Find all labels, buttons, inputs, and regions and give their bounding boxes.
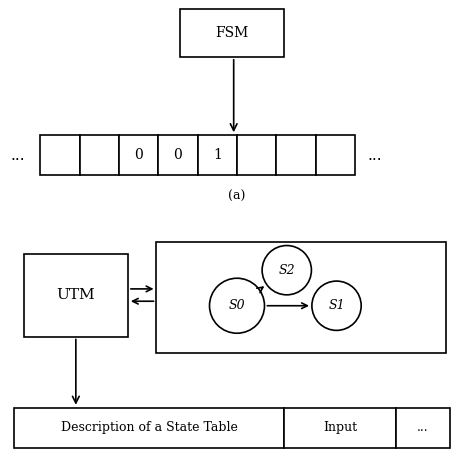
Text: 0: 0 [134,148,143,162]
Bar [119,135,158,175]
Bar [24,254,128,337]
Text: FSM: FSM [216,26,249,40]
Bar [14,408,284,448]
Bar [276,135,316,175]
Bar [198,135,237,175]
Bar [284,408,396,448]
Text: ...: ... [417,421,429,434]
Bar [80,135,119,175]
Bar [158,135,198,175]
Text: S2: S2 [278,264,295,277]
Bar [316,135,355,175]
Text: Input: Input [323,421,357,434]
Text: ...: ... [11,148,25,163]
Bar [237,135,276,175]
Bar [180,9,284,57]
Bar [40,135,80,175]
Circle shape [210,278,264,333]
Bar [156,242,446,353]
Text: S1: S1 [328,299,345,312]
Text: (a): (a) [228,190,246,203]
Text: S0: S0 [228,299,246,312]
Text: Description of a State Table: Description of a State Table [61,421,238,434]
Text: 1: 1 [213,148,222,162]
Bar [396,408,450,448]
Circle shape [312,281,361,330]
Circle shape [262,246,311,295]
Text: 0: 0 [173,148,182,162]
Text: UTM: UTM [56,288,95,302]
Text: ...: ... [367,148,382,163]
